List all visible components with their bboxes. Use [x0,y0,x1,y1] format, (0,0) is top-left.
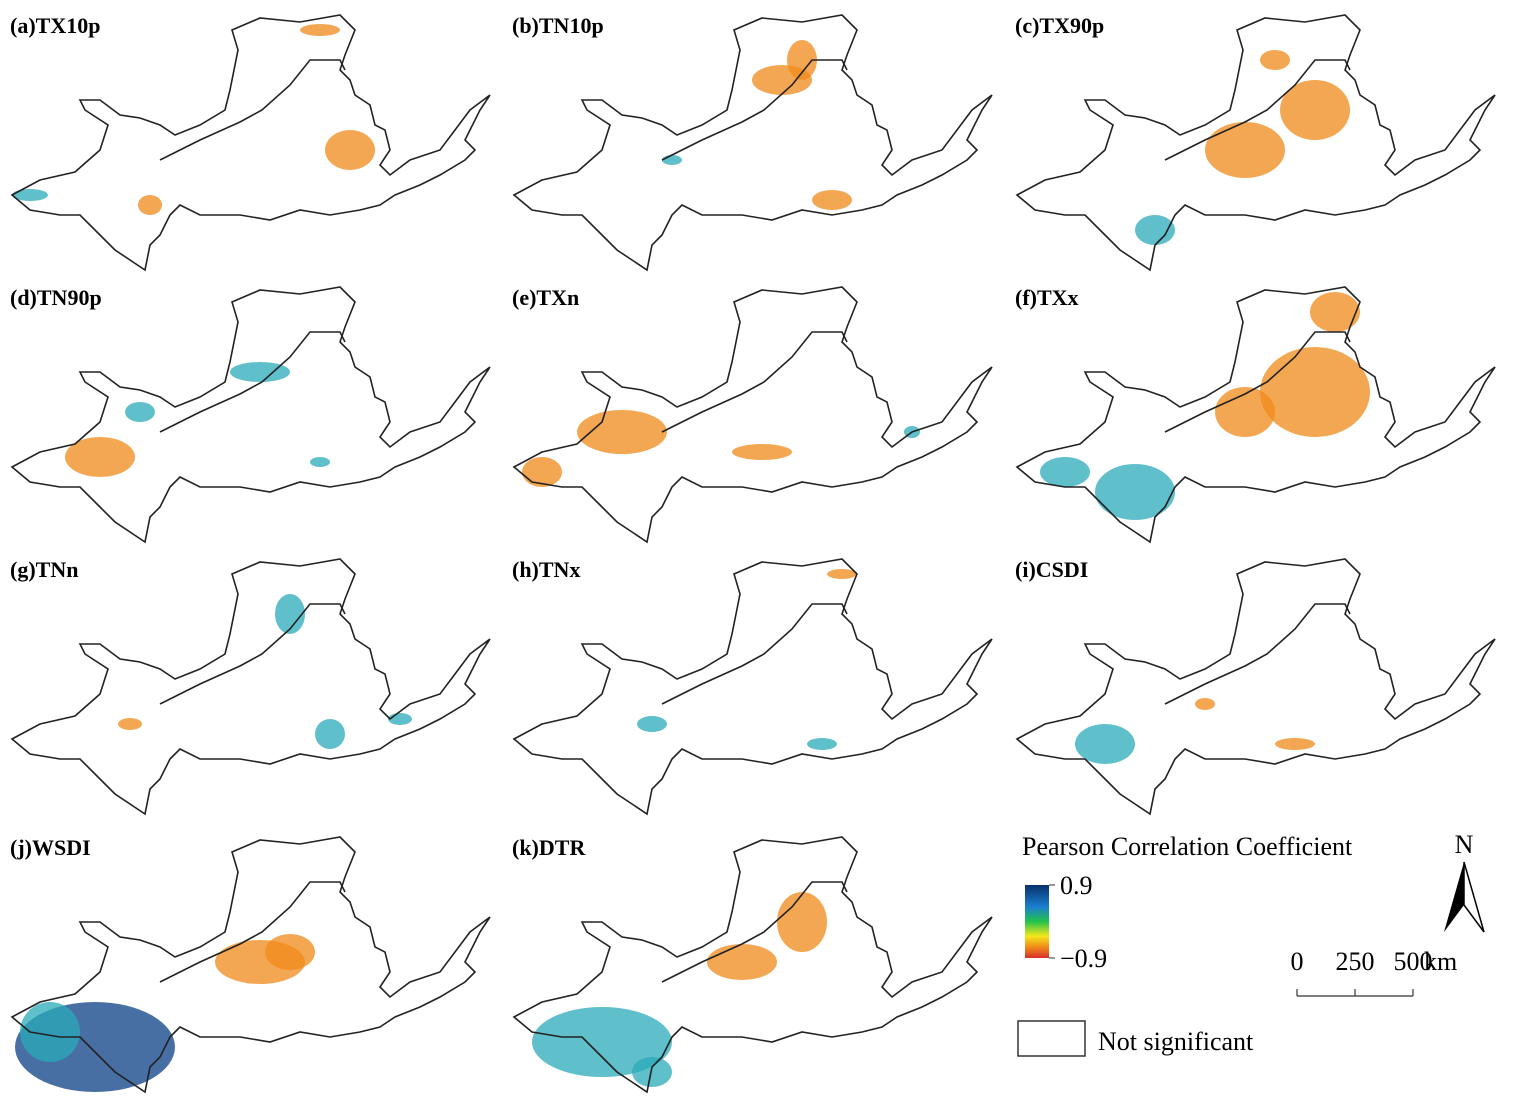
map-panel: (d)TN90p [10,285,491,543]
north-arrow: N [1444,830,1485,933]
legend-title: Pearson Correlation Coefficient [1022,832,1353,861]
river-line [159,331,346,433]
not-significant-label: Not significant [1098,1027,1254,1056]
correlation-patch [388,713,412,725]
correlation-patch [125,402,155,422]
basin-outline [11,558,491,815]
panel-label: (g)TNn [10,557,78,582]
correlation-patch [138,195,162,215]
correlation-patch [118,718,142,730]
correlation-patch [1310,292,1360,332]
correlation-patch [1135,215,1175,245]
basin-outline [513,14,993,271]
correlation-patch [1040,457,1090,487]
correlation-patch [1260,347,1370,437]
correlation-patch [522,457,562,487]
correlation-patch [325,130,375,170]
scale-tick-label: 0 [1291,947,1304,976]
correlation-patch [732,444,792,460]
correlation-patch [1280,80,1350,140]
basin-outline [11,286,491,543]
not-significant-swatch [1017,1020,1086,1057]
river-line [661,331,848,433]
correlation-patch [532,1007,672,1077]
panel-label: (d)TN90p [10,285,102,310]
panel-label: (h)TNx [512,557,580,582]
panel-label: (k)DTR [512,835,586,860]
colorbar [1025,885,1049,958]
map-panel: (k)DTR [512,835,993,1093]
correlation-patch [1075,724,1135,764]
legend: Pearson Correlation Coefficient 0.9−0.9 … [1017,832,1353,1057]
map-panel: (j)WSDI [10,835,491,1093]
basin-outline [513,558,993,815]
panel-label: (f)TXx [1015,285,1079,310]
basin-outline [11,14,491,271]
correlation-patch [577,410,667,454]
panel-label: (e)TXn [512,285,579,310]
panel-label: (a)TX10p [10,13,100,38]
colorbar-tick-label: −0.9 [1060,944,1107,973]
map-panel: (c)TX90p [1015,13,1496,271]
map-panel: (g)TNn [10,557,491,815]
colorbar-tick-label: 0.9 [1060,871,1093,900]
panel-label: (b)TN10p [512,13,604,38]
correlation-patch [300,24,340,36]
correlation-patch [1215,387,1275,437]
north-label: N [1455,830,1474,859]
correlation-patch [1195,698,1215,710]
correlation-patch [20,1002,80,1062]
correlation-patch [1260,50,1290,70]
correlation-patch [637,716,667,732]
map-panel: (h)TNx [512,557,993,815]
map-panel: (a)TX10p [10,13,491,271]
correlation-patch [662,155,682,165]
map-panel: (e)TXn [512,285,993,543]
panel-label: (j)WSDI [10,835,91,860]
colorbar-ticks: 0.9 −0.9 [1049,871,1107,973]
correlation-patch [807,738,837,750]
correlation-patch [275,594,305,634]
river-line [159,603,346,705]
correlation-patch [265,934,315,970]
correlation-patch [827,569,857,579]
correlation-patch [65,437,135,477]
basin-outline [513,286,993,543]
north-arrow-right [1463,861,1485,933]
correlation-patch [1275,738,1315,750]
north-arrow-left [1444,862,1464,932]
map-panel: (i)CSDI [1015,557,1496,815]
scale-bar: km 0 250 500 [1291,947,1457,997]
river-line [159,59,346,161]
correlation-patch [12,189,48,201]
correlation-patch [777,892,827,952]
correlation-patch [230,362,290,382]
correlation-patch [632,1057,672,1087]
basin-outline [1016,558,1496,815]
correlation-patch [310,457,330,467]
scale-unit: km [1424,947,1457,976]
map-panels: (a)TX10p (b)TN10p (c)TX90p (d)TN90p (e)TXn (f… [10,13,1496,1093]
correlation-patch [812,190,852,210]
map-panel: (b)TN10p [512,13,993,271]
correlation-patch [1205,122,1285,178]
river-line [661,603,848,705]
correlation-patch [315,719,345,749]
correlation-patch [787,40,817,80]
map-panel: (f)TXx [1015,285,1496,543]
scale-tick-label: 500 [1394,947,1433,976]
correlation-patch [707,944,777,980]
river-line [1164,603,1351,705]
panel-label: (i)CSDI [1015,557,1088,582]
panel-label: (c)TX90p [1015,13,1104,38]
correlation-patch [1095,464,1175,520]
scale-tick-label: 250 [1336,947,1375,976]
